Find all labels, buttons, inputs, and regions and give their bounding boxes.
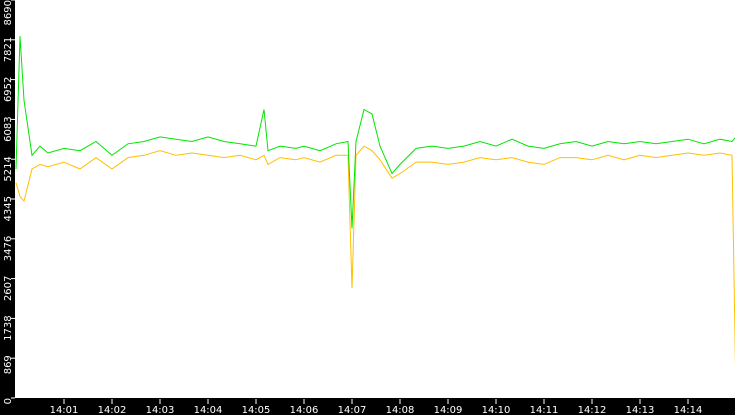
x-tick-label: 14:10 — [482, 405, 511, 415]
x-tick-label: 14:12 — [578, 405, 607, 415]
series-line-1 — [15, 145, 735, 368]
x-tick-label: 14:11 — [530, 405, 559, 415]
y-tick-label: 0 — [3, 398, 14, 404]
y-tick-label: 7821 — [3, 37, 14, 62]
y-tick-label: 1738 — [3, 315, 14, 340]
y-tick-label: 2607 — [3, 276, 14, 301]
x-tick-label: 14:06 — [290, 405, 319, 415]
x-tick-label: 14:01 — [50, 405, 79, 415]
x-tick-label: 14:05 — [242, 405, 271, 415]
y-tick-label: 869 — [3, 355, 14, 374]
x-tick-label: 14:02 — [98, 405, 127, 415]
x-tick-label: 14:09 — [434, 405, 463, 415]
y-tick-label: 8690 — [3, 0, 14, 25]
x-tick-label: 14:03 — [146, 405, 175, 415]
plot-area — [15, 0, 735, 398]
y-tick-label: 6952 — [3, 77, 14, 102]
y-tick-label: 4345 — [3, 196, 14, 221]
y-tick-label: 5214 — [3, 156, 14, 181]
x-tick-label: 14:14 — [674, 405, 703, 415]
series-line-0 — [15, 36, 735, 229]
y-tick-label: 6083 — [3, 116, 14, 141]
y-tick-label: 3476 — [3, 236, 14, 261]
x-tick-label: 14:04 — [194, 405, 223, 415]
x-tick-label: 14:08 — [386, 405, 415, 415]
x-tick-label: 14:13 — [626, 405, 655, 415]
x-tick-label: 14:07 — [338, 405, 367, 415]
